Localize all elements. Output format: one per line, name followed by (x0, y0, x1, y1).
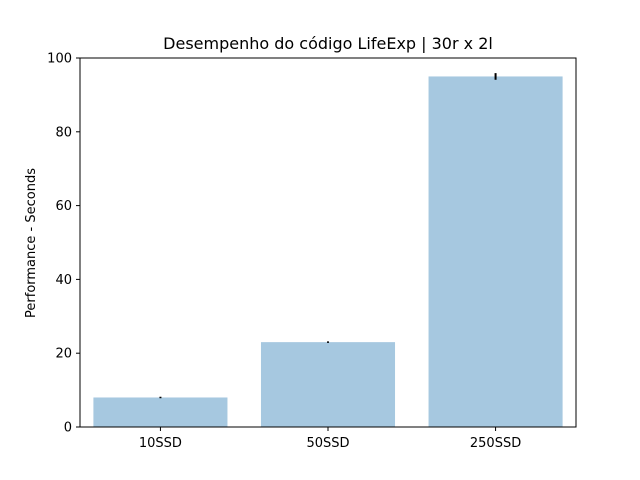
y-tick-label: 100 (47, 52, 72, 67)
x-axis: 10SSD 50SSD 250SSD (139, 427, 521, 451)
bar-50SSD (260, 342, 396, 427)
bar-10SSD (93, 397, 228, 427)
y-axis-label: Performance - Seconds (24, 168, 39, 318)
chart-title: Desempenho do código LifeExp | 30r x 2l (163, 34, 493, 53)
y-tick-label: 0 (64, 421, 72, 436)
y-tick-label: 20 (55, 347, 72, 362)
y-axis: 0 20 40 60 80 100 (47, 52, 80, 436)
y-tick-label: 80 (55, 125, 72, 140)
bars-layer (93, 76, 563, 427)
error-bars-layer (159, 73, 497, 399)
x-tick-label: 250SSD (470, 436, 521, 451)
bar-250SSD (428, 76, 563, 427)
x-tick-label: 50SSD (306, 436, 349, 451)
y-tick-label: 60 (55, 199, 72, 214)
x-tick-label: 10SSD (139, 436, 182, 451)
y-tick-label: 40 (55, 273, 72, 288)
